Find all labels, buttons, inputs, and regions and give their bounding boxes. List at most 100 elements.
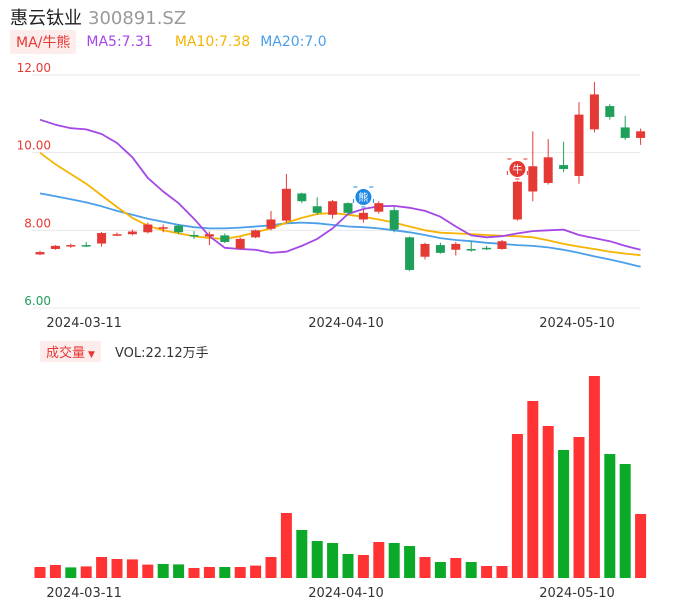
date-axis-tick-label: 2024-04-10 [308, 316, 384, 331]
volume-bar [49, 565, 61, 578]
candle-body [343, 203, 353, 213]
volume-bar [373, 542, 385, 578]
volume-bar [203, 567, 215, 578]
candle-body [528, 166, 538, 192]
marker-label: 牛 [512, 163, 522, 176]
price-axis-tick-label: 10.00 [17, 139, 51, 153]
bear-marker-icon [355, 188, 372, 205]
candle-body [405, 237, 415, 270]
ma10-line [39, 151, 641, 257]
stock-title: 惠云钛业 300891.SZ [10, 4, 186, 30]
volume-bar [157, 564, 169, 578]
candle-body [235, 238, 245, 249]
volume-legend: 成交量 ▼ VOL:22.12万手 [40, 340, 209, 362]
volume-bar [635, 514, 647, 578]
ma-indicator-selector[interactable]: MA/牛熊 [10, 30, 77, 54]
ma20-label: MA20:7.0 [260, 34, 327, 50]
candle-body [543, 157, 553, 183]
date-axis-tick-label: 2024-03-11 [46, 316, 122, 331]
ma10-label: MA10:7.38 [174, 34, 251, 50]
volume-bar [573, 437, 585, 578]
volume-date-axis-tick-label: 2024-05-10 [539, 586, 615, 601]
candle-body [220, 235, 230, 242]
volume-bar [111, 559, 123, 578]
volume-bar [311, 541, 323, 578]
dropdown-arrow-icon: ▼ [88, 349, 95, 360]
candle-body [559, 165, 569, 169]
volume-bar [542, 426, 554, 578]
volume-bar [619, 464, 631, 578]
stock-code: 300891.SZ [88, 8, 187, 29]
candle-body [35, 252, 45, 255]
candle-body [389, 210, 399, 230]
ma5-label: MA5:7.31 [86, 34, 153, 50]
candle-body [482, 247, 492, 250]
volume-bar [388, 543, 400, 578]
candle-body [97, 233, 107, 244]
stock-name: 惠云钛业 [10, 8, 82, 29]
volume-date-axis-tick-label: 2024-03-11 [46, 586, 122, 601]
candle-body [127, 231, 137, 235]
volume-bar [511, 434, 523, 578]
volume-indicator-selector[interactable]: 成交量 ▼ [40, 340, 101, 362]
candle-body [497, 241, 507, 249]
price-axis-tick-label: 12.00 [17, 61, 51, 75]
candle-body [358, 212, 368, 220]
volume-bar [527, 401, 539, 578]
volume-bar [481, 566, 493, 578]
volume-bar [80, 566, 92, 578]
candle-body [251, 230, 261, 238]
volume-bar [604, 454, 616, 578]
marker-label: 熊 [358, 191, 368, 204]
candle-body [266, 219, 276, 229]
marker-frame [506, 158, 528, 180]
marker-frame [352, 186, 374, 208]
volume-bar [496, 566, 508, 578]
candle-body [466, 248, 476, 251]
date-axis-tick-label: 2024-05-10 [539, 316, 615, 331]
volume-bar [342, 554, 354, 578]
volume-value: VOL:22.12万手 [114, 345, 209, 361]
candle-body [328, 201, 338, 215]
candle-body [636, 131, 646, 138]
volume-bar [280, 513, 292, 578]
volume-bar [173, 564, 185, 578]
volume-bar [234, 567, 246, 578]
volume-bar [465, 562, 477, 578]
volume-bar [588, 376, 600, 578]
volume-bar [250, 565, 262, 578]
candle-body [605, 106, 615, 117]
candle-body [512, 181, 522, 220]
candle-body [281, 188, 291, 221]
volume-bar [188, 568, 200, 578]
volume-bar [558, 450, 570, 578]
volume-bar [357, 555, 369, 578]
volume-bar [142, 564, 154, 578]
candle-body [420, 243, 430, 257]
volume-bar [296, 530, 308, 578]
candle-body [143, 224, 153, 233]
ma20-line [39, 192, 641, 268]
candle-body [81, 245, 91, 247]
bull-marker-icon [509, 161, 526, 178]
volume-bar [404, 546, 416, 578]
candle-body [451, 243, 461, 250]
candle-body [574, 114, 584, 176]
volume-bar [34, 567, 46, 578]
candle-body [589, 94, 599, 130]
volume-bar [450, 558, 462, 578]
candle-body [435, 245, 445, 253]
candle-body [204, 234, 214, 237]
volume-bar [126, 559, 138, 578]
volume-tag-label: 成交量 [46, 345, 86, 361]
candle-body [158, 227, 168, 229]
ma5-line [39, 118, 641, 254]
volume-bar [419, 557, 431, 578]
volume-bar [327, 543, 339, 578]
ma-legend: MA/牛熊 MA5:7.31 MA10:7.38 MA20:7.0 [10, 30, 327, 54]
volume-bar [219, 567, 231, 578]
candle-body [174, 225, 184, 233]
price-axis-tick-label: 6.00 [24, 294, 51, 308]
volume-bar [265, 557, 277, 578]
